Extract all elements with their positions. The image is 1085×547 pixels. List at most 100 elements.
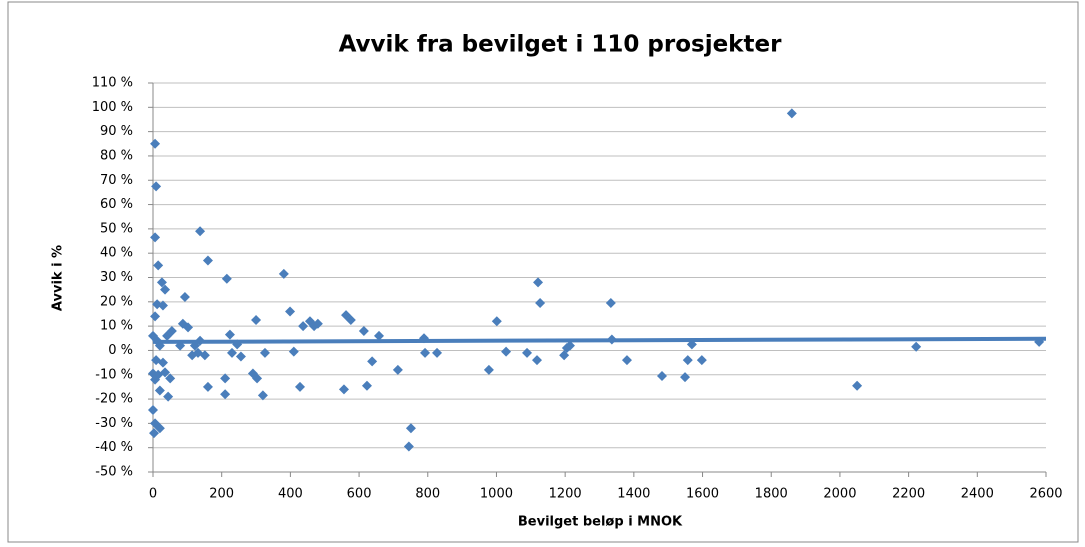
y-tick-label: -10 % bbox=[95, 367, 133, 382]
point bbox=[252, 373, 263, 384]
point bbox=[257, 390, 268, 401]
point bbox=[235, 351, 246, 362]
x-tick-label: 1000 bbox=[480, 487, 513, 502]
x-tick-label: 0 bbox=[149, 487, 157, 502]
x-tick-label: 800 bbox=[415, 487, 440, 502]
y-tick-label: -50 % bbox=[95, 465, 133, 480]
point bbox=[373, 330, 384, 341]
point bbox=[564, 340, 575, 351]
point bbox=[392, 364, 403, 375]
point bbox=[295, 381, 306, 392]
y-axis-label: Avvik i % bbox=[51, 245, 66, 311]
point bbox=[183, 322, 194, 333]
point bbox=[312, 318, 323, 329]
point bbox=[278, 268, 289, 279]
point bbox=[696, 355, 707, 366]
y-tick-label: 10 % bbox=[100, 319, 133, 334]
x-axis-label: Bevilget beløp i MNOK bbox=[518, 515, 683, 530]
x-tick-label: 600 bbox=[347, 487, 372, 502]
point bbox=[154, 385, 165, 396]
point bbox=[165, 373, 176, 384]
y-tick-label: 110 % bbox=[92, 76, 133, 91]
point bbox=[285, 306, 296, 317]
x-tick-label: 2400 bbox=[961, 487, 994, 502]
point bbox=[195, 226, 206, 237]
point bbox=[220, 373, 231, 384]
point bbox=[911, 341, 922, 352]
point bbox=[221, 273, 232, 284]
y-tick-label: 100 % bbox=[92, 100, 133, 115]
point bbox=[199, 350, 210, 361]
y-tick-label: 90 % bbox=[100, 124, 133, 139]
y-tick-label: -30 % bbox=[95, 416, 133, 431]
point bbox=[151, 181, 162, 192]
x-tick-label: 400 bbox=[278, 487, 303, 502]
point bbox=[786, 108, 797, 119]
point bbox=[150, 311, 161, 322]
point bbox=[405, 423, 416, 434]
point bbox=[153, 260, 164, 271]
point bbox=[160, 284, 171, 295]
point bbox=[166, 325, 177, 336]
y-tick-label: 70 % bbox=[100, 173, 133, 188]
y-tick-label: 80 % bbox=[100, 148, 133, 163]
point bbox=[483, 364, 494, 375]
point bbox=[148, 405, 158, 416]
trend-line bbox=[152, 336, 1047, 344]
y-tick-label: 20 % bbox=[100, 294, 133, 309]
y-tick-label: 0 % bbox=[108, 343, 133, 358]
y-tick-label: 30 % bbox=[100, 270, 133, 285]
chart-title: Avvik fra bevilget i 110 prosjekter bbox=[339, 32, 782, 58]
point bbox=[149, 428, 160, 439]
point bbox=[154, 423, 165, 434]
x-tick-label: 2200 bbox=[892, 487, 925, 502]
point bbox=[531, 355, 542, 366]
point bbox=[361, 380, 372, 391]
point bbox=[150, 374, 161, 385]
point bbox=[150, 138, 161, 149]
point bbox=[605, 298, 616, 309]
point bbox=[535, 298, 546, 309]
point bbox=[420, 347, 431, 358]
point bbox=[852, 380, 863, 391]
point bbox=[157, 300, 168, 311]
point bbox=[224, 329, 235, 340]
x-tick-label: 1400 bbox=[617, 487, 650, 502]
y-tick-label: 60 % bbox=[100, 197, 133, 212]
point bbox=[202, 381, 213, 392]
point bbox=[202, 255, 213, 266]
point bbox=[338, 384, 349, 395]
point bbox=[220, 389, 231, 400]
x-tick-label: 1200 bbox=[549, 487, 582, 502]
x-tick-label: 200 bbox=[209, 487, 234, 502]
point bbox=[491, 316, 502, 327]
point bbox=[150, 232, 161, 243]
point bbox=[259, 347, 270, 358]
point bbox=[682, 355, 693, 366]
y-tick-label: 40 % bbox=[100, 246, 133, 261]
point bbox=[680, 372, 691, 383]
chart-frame bbox=[7, 1, 1079, 543]
point bbox=[501, 346, 512, 357]
point bbox=[156, 277, 167, 288]
point bbox=[533, 277, 544, 288]
point bbox=[559, 350, 570, 361]
point bbox=[403, 441, 414, 452]
point bbox=[251, 315, 262, 326]
point bbox=[298, 321, 309, 332]
x-tick-label: 1600 bbox=[686, 487, 719, 502]
point bbox=[621, 355, 632, 366]
y-tick-label: -40 % bbox=[95, 440, 133, 455]
point bbox=[163, 391, 174, 402]
point bbox=[288, 346, 299, 357]
point bbox=[226, 347, 237, 358]
x-tick-label: 2600 bbox=[1029, 487, 1062, 502]
point bbox=[157, 357, 168, 368]
y-tick-label: 50 % bbox=[100, 221, 133, 236]
point bbox=[367, 356, 378, 367]
point bbox=[358, 325, 369, 336]
point bbox=[432, 347, 443, 358]
x-tick-label: 2000 bbox=[823, 487, 856, 502]
x-tick-label: 1800 bbox=[755, 487, 788, 502]
